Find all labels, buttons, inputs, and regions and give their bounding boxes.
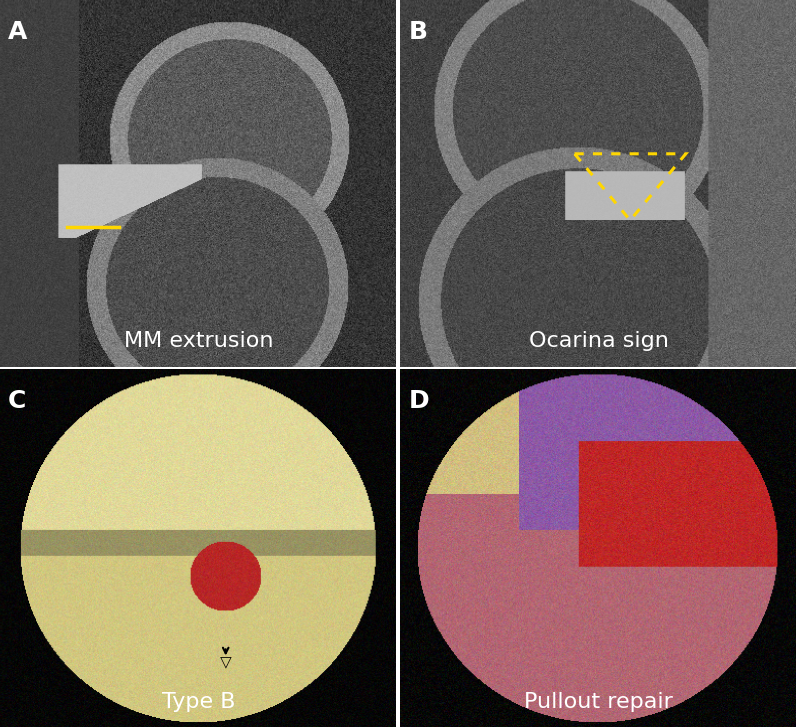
Text: Ocarina sign: Ocarina sign — [528, 332, 669, 351]
Text: B: B — [409, 20, 428, 44]
Text: Pullout repair: Pullout repair — [524, 692, 673, 712]
Text: Type B: Type B — [162, 692, 235, 712]
Text: D: D — [409, 389, 430, 413]
Text: C: C — [8, 389, 26, 413]
Text: A: A — [8, 20, 28, 44]
Text: MM extrusion: MM extrusion — [124, 332, 273, 351]
Text: ▷: ▷ — [218, 656, 234, 668]
